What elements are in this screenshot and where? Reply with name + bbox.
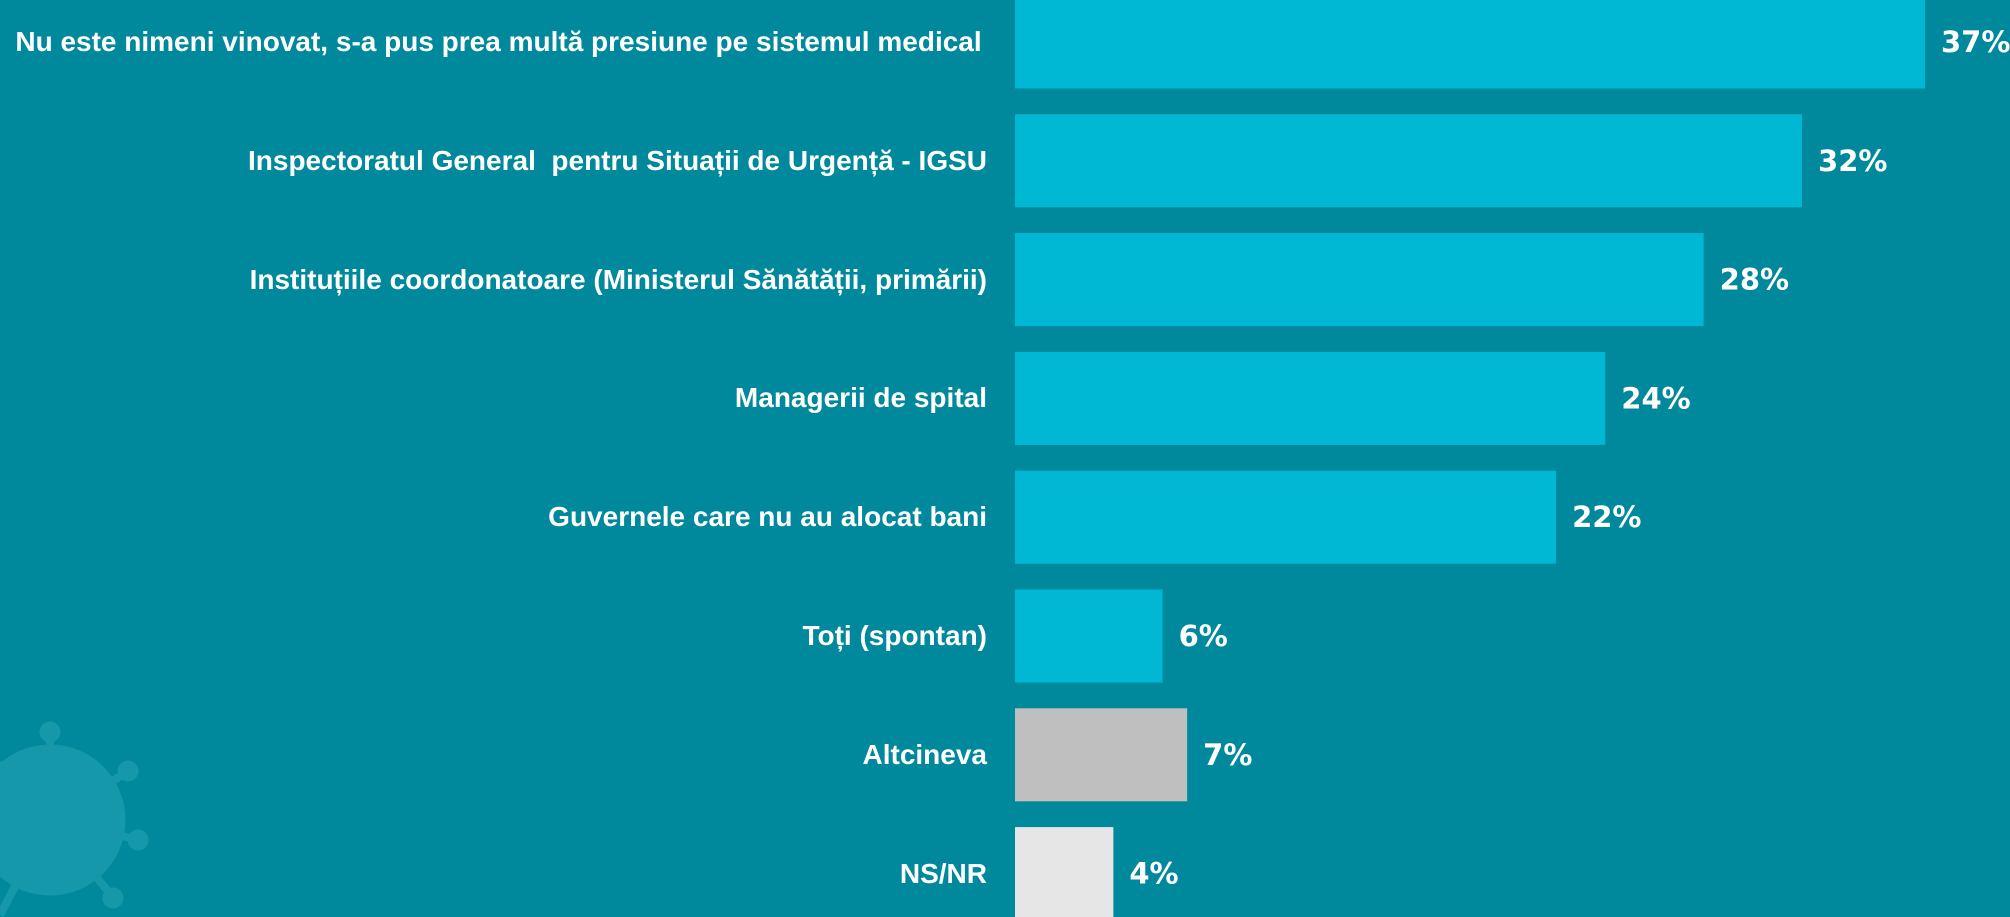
value-label: 7% <box>1203 738 1252 772</box>
category-label: Guvernele care nu au alocat bani <box>548 501 987 533</box>
value-label: 24% <box>1621 381 1690 415</box>
bar <box>1015 351 1606 445</box>
category-label: Toți (spontan) <box>802 620 987 651</box>
category-label: Managerii de spital <box>734 382 987 414</box>
bar <box>1015 589 1163 683</box>
value-label: 28% <box>1720 263 1789 297</box>
bar <box>1015 708 1188 802</box>
category-label: Instituțiile coordonatoare (Ministerul S… <box>249 263 987 295</box>
category-label: Nu este nimeni vinovat, s-a pus prea mul… <box>15 26 982 57</box>
bar <box>1015 470 1557 564</box>
category-label: NS/NR <box>899 857 987 889</box>
virus-decoration <box>0 721 149 917</box>
value-label: 37% <box>1941 25 2010 59</box>
bar <box>1015 0 1925 89</box>
category-label: Altcineva <box>862 738 988 770</box>
bar <box>1015 114 1803 208</box>
bar <box>1015 827 1114 917</box>
value-label: 4% <box>1129 857 1178 891</box>
value-label: 22% <box>1572 500 1641 534</box>
value-label: 6% <box>1179 619 1228 653</box>
bar <box>1015 233 1704 327</box>
category-label: Inspectoratul General pentru Situații de… <box>247 144 987 176</box>
value-label: 32% <box>1818 144 1887 178</box>
